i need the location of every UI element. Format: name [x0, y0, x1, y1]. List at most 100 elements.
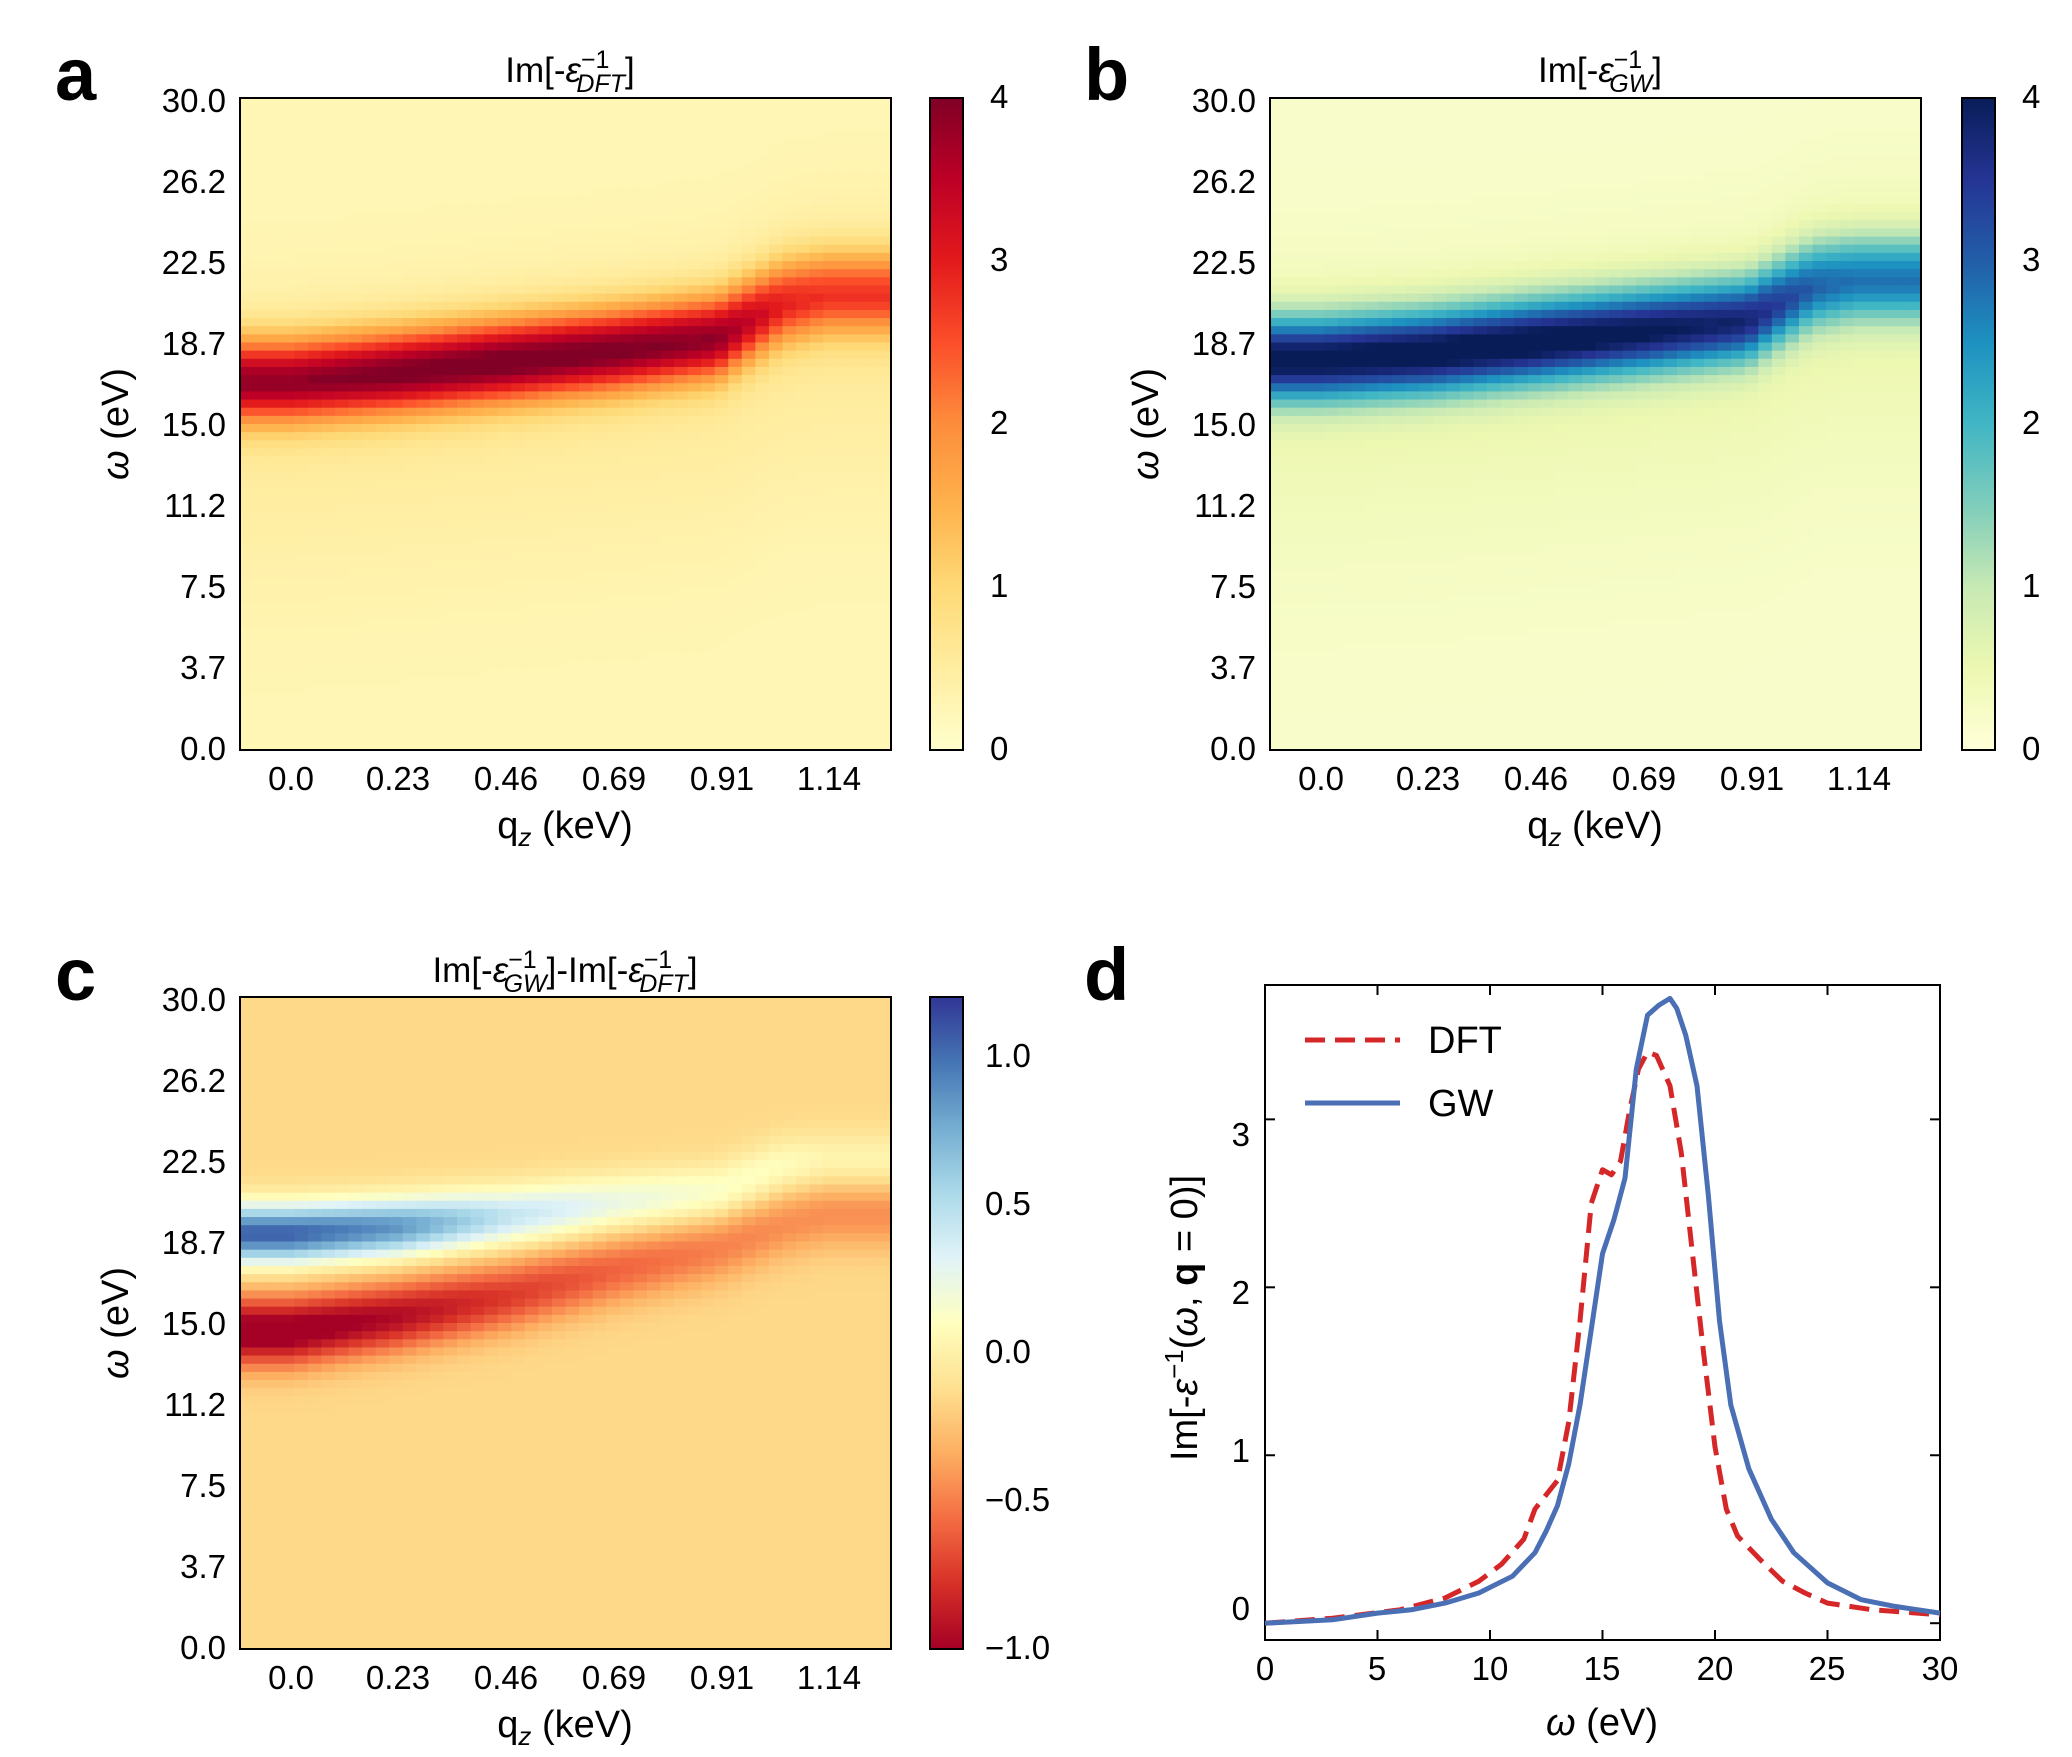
heatmap-cell	[280, 521, 295, 531]
heatmap-cell	[375, 309, 390, 319]
heatmap-cell	[294, 505, 309, 515]
heatmap-cell	[294, 660, 309, 670]
heatmap-cell	[836, 146, 851, 156]
heatmap-cell	[728, 358, 743, 368]
heatmap-cell	[863, 318, 879, 327]
heatmap-cell	[307, 261, 322, 270]
heatmap-cell	[836, 171, 851, 181]
heatmap-cell	[362, 448, 377, 458]
heatmap-cell	[267, 187, 282, 197]
heatmap-cell	[633, 546, 648, 555]
heatmap-cell	[524, 660, 539, 670]
heatmap-cell	[823, 309, 838, 319]
heatmap-cell	[307, 709, 322, 718]
heatmap-cell	[1297, 415, 1312, 425]
heatmap-cell	[457, 529, 472, 539]
heatmap-cell	[565, 684, 580, 694]
heatmap-cell	[755, 701, 770, 710]
heatmap-cell	[850, 595, 865, 604]
heatmap-cell	[877, 456, 892, 466]
heatmap-cell	[1337, 546, 1352, 555]
heatmap-cell	[823, 293, 838, 303]
heatmap-cell	[579, 179, 594, 189]
heatmap-cell	[267, 619, 282, 629]
heatmap-cell	[1297, 212, 1312, 221]
heatmap-cell	[823, 692, 838, 702]
heatmap-cell	[334, 725, 350, 735]
heatmap-cell	[321, 220, 336, 229]
heatmap-cell	[267, 635, 282, 645]
heatmap-cell	[334, 676, 350, 686]
heatmap-cell	[362, 521, 377, 531]
heatmap-cell	[1405, 652, 1420, 661]
heatmap-cell	[375, 220, 390, 229]
heatmap-cell	[1419, 407, 1434, 417]
heatmap-cell	[565, 146, 580, 156]
heatmap-cell	[809, 497, 824, 507]
heatmap-cell	[538, 301, 553, 311]
heatmap-cell	[660, 725, 675, 735]
heatmap-cell	[863, 261, 879, 270]
heatmap-cell	[701, 432, 716, 441]
heatmap-cell	[687, 717, 702, 727]
heatmap-cell	[1283, 301, 1298, 311]
heatmap-cell	[294, 114, 309, 124]
heatmap-cell	[768, 326, 784, 335]
heatmap-cell	[267, 668, 282, 678]
heatmap-cell	[402, 342, 417, 352]
heatmap-cell	[538, 236, 553, 246]
heatmap-cell	[240, 684, 255, 694]
heatmap-cell	[294, 236, 309, 246]
heatmap-cell	[362, 399, 377, 409]
heatmap-cell	[1419, 236, 1434, 246]
heatmap-cell	[1324, 203, 1339, 213]
heatmap-cell	[389, 244, 404, 254]
heatmap-cell	[389, 562, 404, 572]
heatmap-cell	[416, 334, 431, 344]
heatmap-cell	[240, 497, 255, 507]
heatmap-cell	[321, 285, 336, 295]
heatmap-cell	[809, 587, 824, 596]
heatmap-cell	[674, 472, 689, 482]
heatmap-cell	[877, 375, 892, 384]
heatmap-cell	[714, 521, 729, 531]
heatmap-cell	[1283, 228, 1298, 238]
heatmap-cell	[375, 228, 390, 238]
heatmap-cell	[538, 171, 553, 181]
heatmap-cell	[1337, 277, 1352, 287]
heatmap-cell	[863, 701, 879, 710]
heatmap-cell	[1446, 741, 1461, 751]
heatmap-cell	[633, 236, 648, 246]
heatmap-cell	[646, 456, 662, 466]
heatmap-cell	[619, 603, 634, 613]
heatmap-cell	[1351, 415, 1366, 425]
heatmap-cell	[511, 709, 526, 718]
heatmap-cell	[551, 733, 567, 743]
heatmap-cell	[687, 318, 702, 327]
heatmap-cell	[321, 391, 336, 401]
heatmap-cell	[321, 489, 336, 498]
heatmap-cell	[362, 529, 377, 539]
heatmap-cell	[1378, 668, 1393, 678]
heatmap-cell	[280, 652, 295, 661]
heatmap-cell	[877, 741, 892, 751]
heatmap-cell	[443, 481, 458, 490]
heatmap-cell	[646, 505, 662, 515]
heatmap-cell	[416, 529, 431, 539]
heatmap-cell	[1324, 114, 1339, 124]
heatmap-cell	[524, 603, 539, 613]
heatmap-cell	[402, 399, 417, 409]
heatmap-cell	[511, 521, 526, 531]
heatmap-cell	[362, 684, 377, 694]
heatmap-cell	[755, 595, 770, 604]
heatmap-cell	[1324, 472, 1339, 482]
heatmap-cell	[1310, 692, 1325, 702]
heatmap-cell	[253, 741, 268, 751]
heatmap-cell	[321, 415, 336, 425]
heatmap-cell	[511, 513, 526, 523]
heatmap-cell	[1419, 212, 1434, 221]
heatmap-cell	[1351, 122, 1366, 132]
heatmap-cell	[1364, 301, 1380, 311]
heatmap-cell	[402, 521, 417, 531]
heatmap-cell	[1432, 676, 1447, 686]
